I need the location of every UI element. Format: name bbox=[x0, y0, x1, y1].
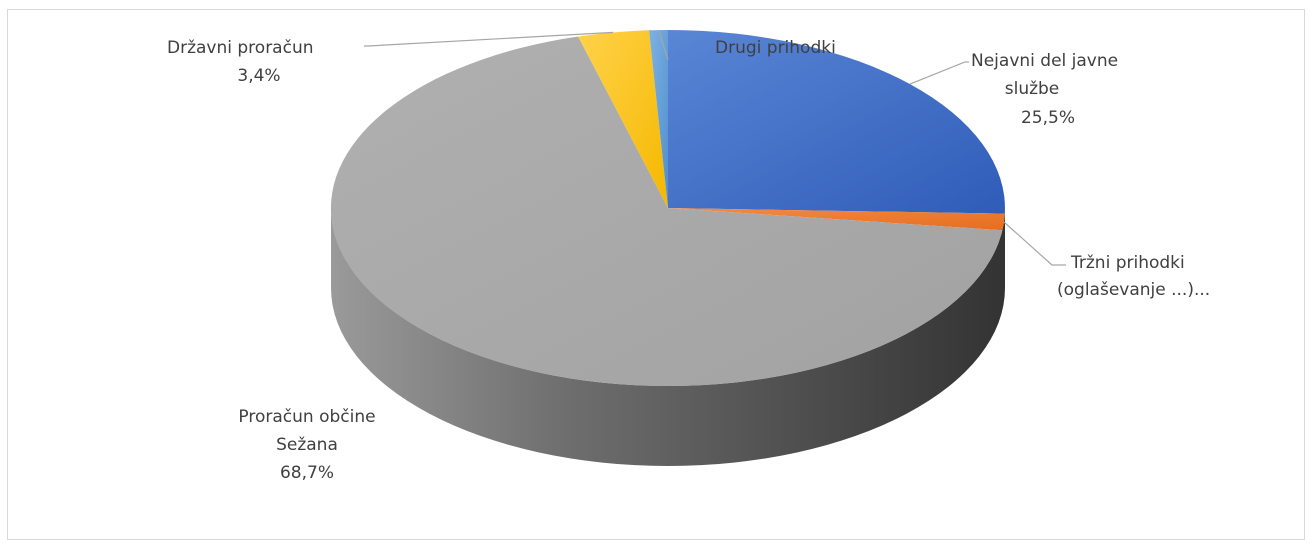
label-drugi-prihodki: Drugi prihodki bbox=[715, 38, 836, 58]
value-nejavni: 25,5% bbox=[1021, 108, 1075, 128]
label-nejavni-line2: službe bbox=[1005, 79, 1060, 99]
slice-trzni bbox=[668, 208, 1005, 231]
pie-side-wall bbox=[331, 208, 1005, 466]
slice-drzavni-proracun bbox=[578, 30, 668, 208]
label-proracun-obcine-line1: Proračun občine bbox=[238, 407, 375, 427]
leader-drzavni-proracun bbox=[364, 31, 614, 47]
label-trzni-line2: (oglaševanje ...)... bbox=[1057, 280, 1210, 300]
slice-nejavni bbox=[668, 30, 1005, 214]
value-drzavni-proracun: 3,4% bbox=[237, 66, 280, 86]
label-trzni-line1: Tržni prihodki bbox=[1070, 253, 1185, 273]
value-proracun-obcine: 68,7% bbox=[280, 463, 334, 483]
slice-drugi-prihodki bbox=[649, 30, 668, 208]
leader-drugi-prihodki bbox=[657, 29, 669, 61]
label-drzavni-proracun: Državni proračun bbox=[167, 38, 314, 58]
leader-nejavni bbox=[909, 61, 969, 85]
slice-proracun-obcine bbox=[330, 36, 1003, 387]
leader-trzni bbox=[1003, 221, 1066, 266]
label-proracun-obcine-line2: Sežana bbox=[276, 435, 338, 455]
label-nejavni-line1: Nejavni del javne bbox=[971, 51, 1118, 71]
